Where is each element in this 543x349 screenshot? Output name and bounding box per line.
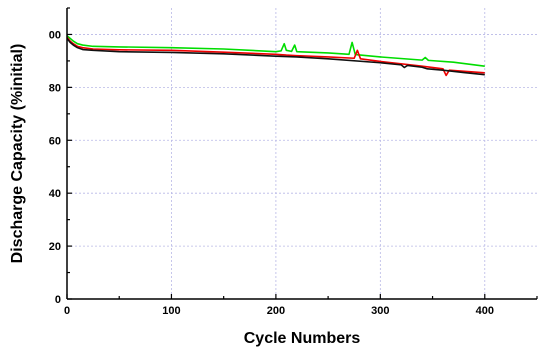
x-tick-label: 100: [162, 305, 180, 317]
x-tick-label: 200: [267, 305, 285, 317]
series-group: [66, 35, 485, 77]
x-tick-label: 300: [371, 305, 389, 317]
axes: [66, 8, 537, 300]
series-line-1: [66, 35, 485, 67]
x-axis-title: Cycle Numbers: [244, 330, 361, 347]
y-tick-label: 0: [55, 294, 61, 306]
series-line-3: [66, 37, 485, 76]
x-tick-label: 400: [476, 305, 494, 317]
series-line-2: [66, 36, 485, 77]
x-tick-label: 0: [64, 305, 70, 317]
y-tick-label: 20: [49, 241, 61, 253]
y-axis-ticks: 0 20 40 60 80 00: [49, 7, 72, 306]
y-tick-label: 40: [49, 188, 61, 200]
x-axis-ticks: 0 100 200 300 400: [64, 294, 538, 317]
y-axis-title: Discharge Capacity (%initial): [9, 44, 26, 264]
y-tick-label: 60: [49, 135, 61, 147]
y-tick-label: 00: [49, 29, 61, 41]
y-tick-label: 80: [49, 82, 61, 94]
